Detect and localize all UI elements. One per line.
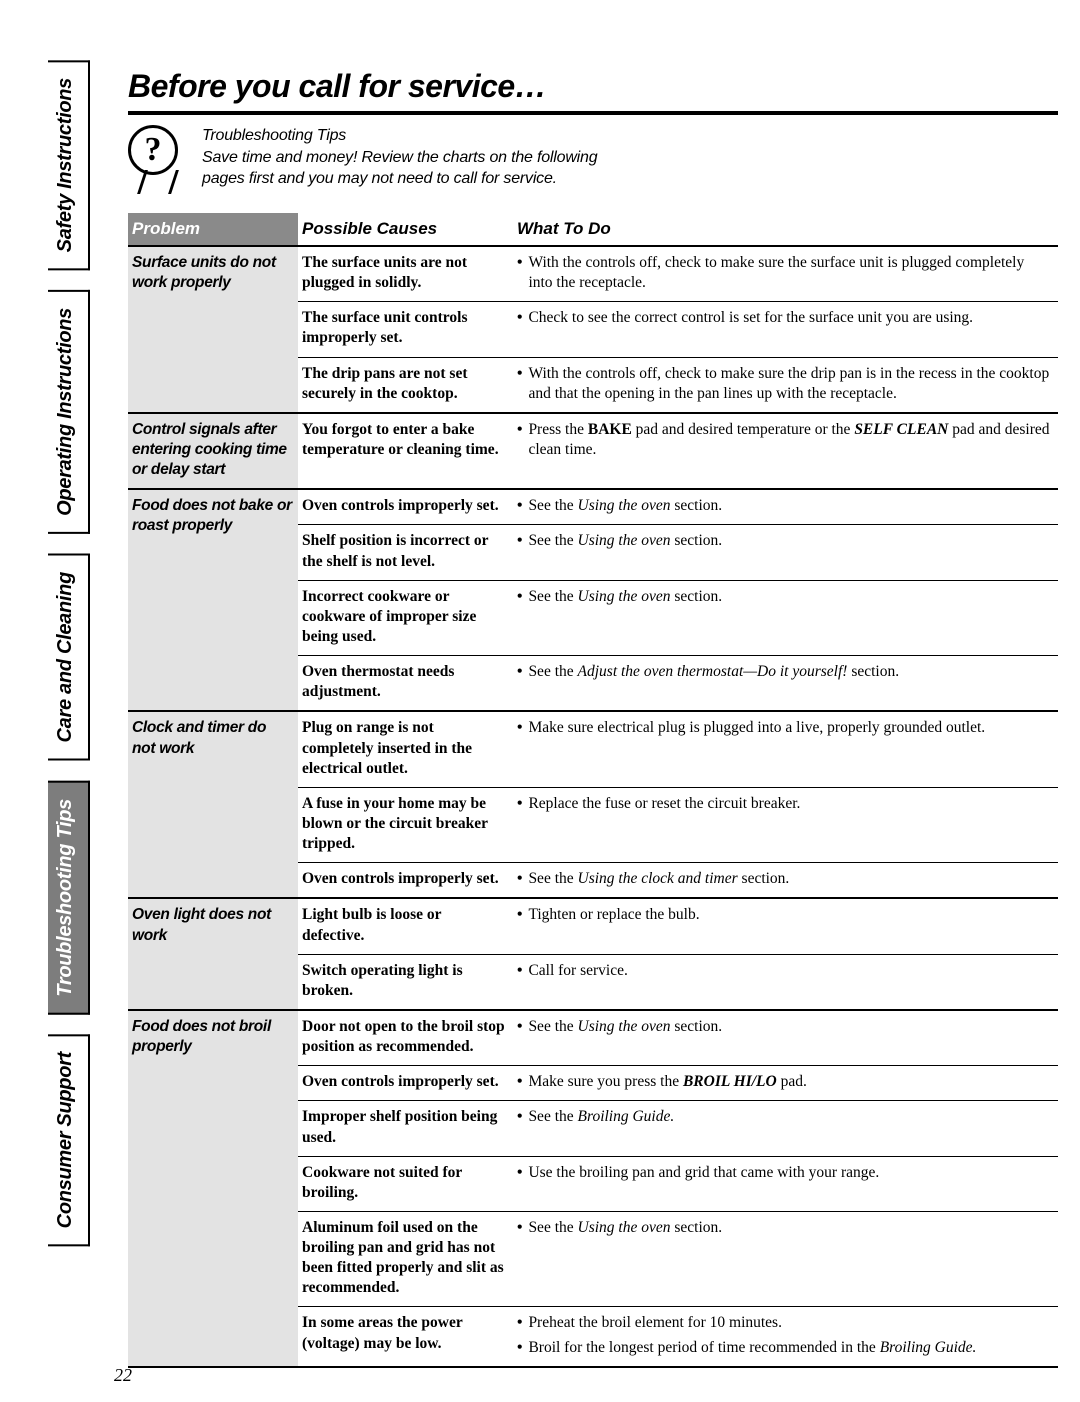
sidebar-tab[interactable]: Troubleshooting Tips bbox=[48, 781, 90, 1015]
intro-text: Troubleshooting Tips Save time and money… bbox=[202, 125, 597, 190]
todo-cell: •See the Using the oven section. bbox=[513, 580, 1058, 655]
sidebar-tabs: Safety Instructions Operating Instruction… bbox=[48, 60, 90, 1160]
cause-cell: A fuse in your home may be blown or the … bbox=[298, 787, 513, 862]
question-icon: ? bbox=[128, 125, 188, 195]
todo-cell: •See the Using the oven section. bbox=[513, 489, 1058, 525]
todo-cell: •Make sure electrical plug is plugged in… bbox=[513, 711, 1058, 787]
cause-cell: Oven thermostat needs adjustment. bbox=[298, 656, 513, 712]
intro-heading: Troubleshooting Tips bbox=[202, 125, 597, 147]
todo-cell: •See the Using the oven section. bbox=[513, 1010, 1058, 1066]
todo-cell: •Press the BAKE pad and desired temperat… bbox=[513, 413, 1058, 489]
cause-cell: Oven controls improperly set. bbox=[298, 1066, 513, 1101]
todo-cell: •See the Adjust the oven thermostat—Do i… bbox=[513, 656, 1058, 712]
cause-cell: You forgot to enter a bake temperature o… bbox=[298, 413, 513, 489]
problem-cell: Food does not broil properly bbox=[128, 1010, 298, 1367]
title-rule bbox=[128, 111, 1058, 115]
cause-cell: Plug on range is not completely inserted… bbox=[298, 711, 513, 787]
cause-cell: Light bulb is loose or defective. bbox=[298, 898, 513, 954]
intro-block: ? Troubleshooting Tips Save time and mon… bbox=[128, 125, 1058, 195]
problem-cell: Control signals after entering cooking t… bbox=[128, 413, 298, 489]
todo-cell: •With the controls off, check to make su… bbox=[513, 246, 1058, 302]
problem-cell: Surface units do not work properly bbox=[128, 246, 298, 413]
col-causes: Possible Causes bbox=[298, 213, 513, 246]
main-content: Before you call for service… ? Troublesh… bbox=[128, 68, 1058, 1368]
cause-cell: Aluminum foil used on the broiling pan a… bbox=[298, 1211, 513, 1307]
cause-cell: Shelf position is incorrect or the shelf… bbox=[298, 525, 513, 580]
cause-cell: In some areas the power (voltage) may be… bbox=[298, 1307, 513, 1367]
cause-cell: Oven controls improperly set. bbox=[298, 489, 513, 525]
todo-cell: •Preheat the broil element for 10 minute… bbox=[513, 1307, 1058, 1367]
todo-cell: •Tighten or replace the bulb. bbox=[513, 898, 1058, 954]
sidebar-tab[interactable]: Consumer Support bbox=[48, 1034, 90, 1246]
todo-cell: •Use the broiling pan and grid that came… bbox=[513, 1156, 1058, 1211]
page-number: 22 bbox=[114, 1365, 132, 1386]
todo-cell: •Replace the fuse or reset the circuit b… bbox=[513, 787, 1058, 862]
sidebar-tab[interactable]: Operating Instructions bbox=[48, 290, 90, 534]
cause-cell: Improper shelf position being used. bbox=[298, 1101, 513, 1156]
todo-cell: •See the Using the oven section. bbox=[513, 525, 1058, 580]
todo-cell: •With the controls off, check to make su… bbox=[513, 357, 1058, 413]
todo-cell: •Check to see the correct control is set… bbox=[513, 302, 1058, 357]
cause-cell: Oven controls improperly set. bbox=[298, 863, 513, 899]
col-todo: What To Do bbox=[513, 213, 1058, 246]
intro-line1: Save time and money! Review the charts o… bbox=[202, 147, 597, 169]
todo-cell: •See the Using the oven section. bbox=[513, 1211, 1058, 1307]
cause-cell: The surface units are not plugged in sol… bbox=[298, 246, 513, 302]
cause-cell: The surface unit controls improperly set… bbox=[298, 302, 513, 357]
col-problem: Problem bbox=[128, 213, 298, 246]
todo-cell: •Make sure you press the BROIL HI/LO pad… bbox=[513, 1066, 1058, 1101]
cause-cell: Incorrect cookware or cookware of improp… bbox=[298, 580, 513, 655]
todo-cell: •See the Broiling Guide. bbox=[513, 1101, 1058, 1156]
problem-cell: Oven light does not work bbox=[128, 898, 298, 1010]
problem-cell: Clock and timer do not work bbox=[128, 711, 298, 898]
todo-cell: •See the Using the clock and timer secti… bbox=[513, 863, 1058, 899]
cause-cell: Switch operating light is broken. bbox=[298, 954, 513, 1010]
cause-cell: The drip pans are not set securely in th… bbox=[298, 357, 513, 413]
sidebar-tab[interactable]: Safety Instructions bbox=[48, 60, 90, 270]
sidebar-tab[interactable]: Care and Cleaning bbox=[48, 554, 90, 761]
intro-line2: pages first and you may not need to call… bbox=[202, 168, 597, 190]
cause-cell: Door not open to the broil stop position… bbox=[298, 1010, 513, 1066]
problem-cell: Food does not bake or roast properly bbox=[128, 489, 298, 711]
troubleshooting-table: Problem Possible Causes What To Do Surfa… bbox=[128, 213, 1058, 1368]
page-title: Before you call for service… bbox=[128, 68, 1058, 105]
cause-cell: Cookware not suited for broiling. bbox=[298, 1156, 513, 1211]
todo-cell: •Call for service. bbox=[513, 954, 1058, 1010]
